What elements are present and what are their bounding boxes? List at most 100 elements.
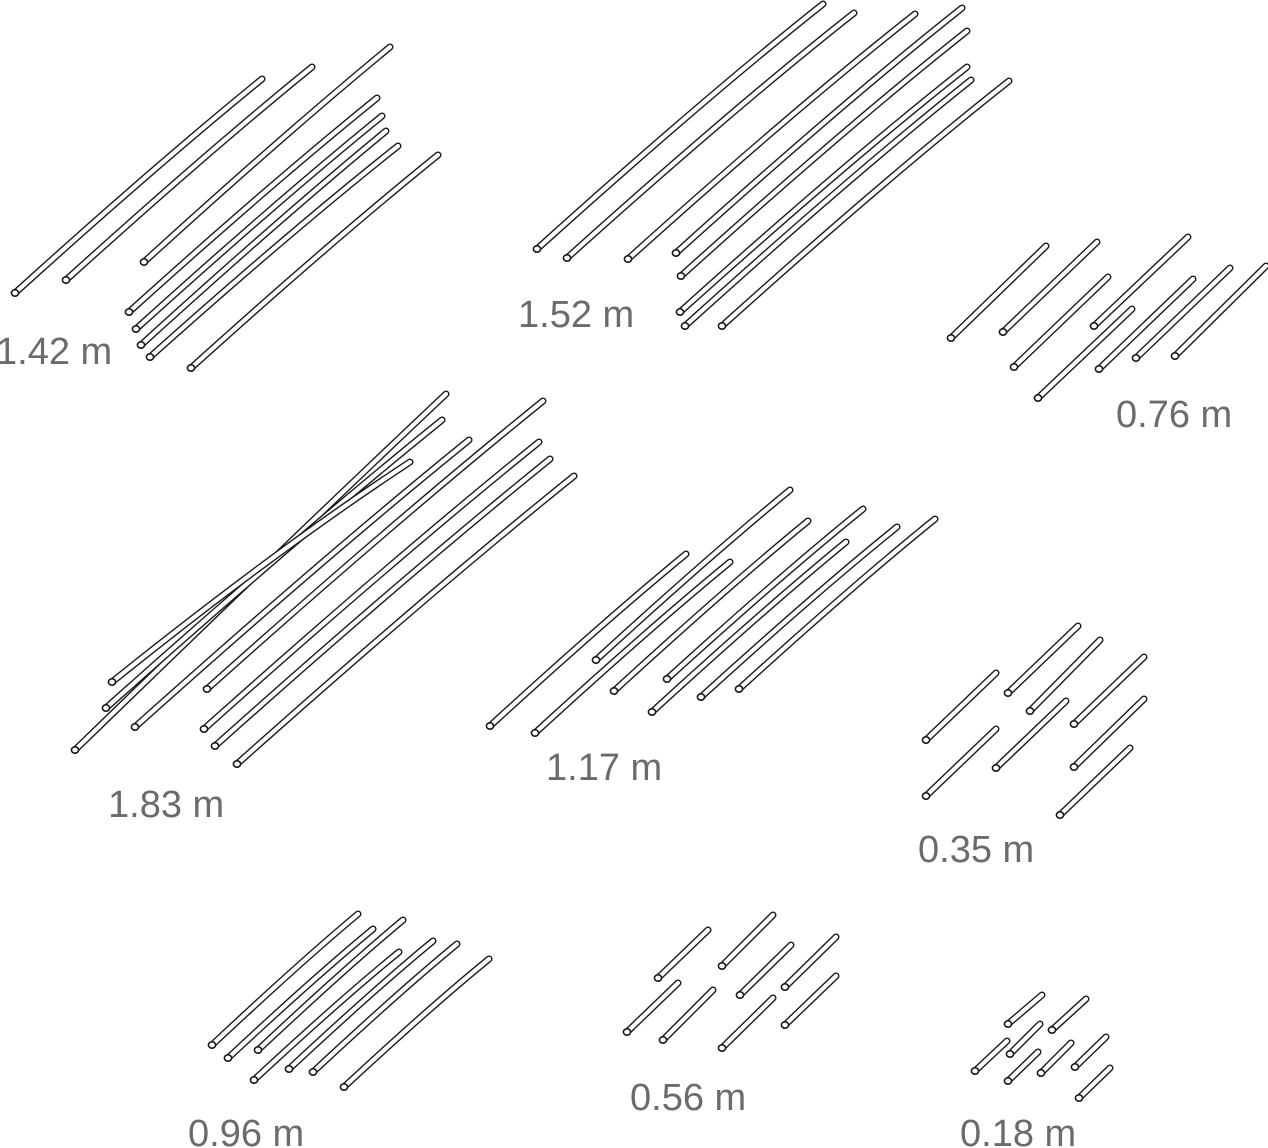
rod-body [286, 938, 436, 1072]
rod-body [234, 473, 577, 767]
rod-body [132, 437, 472, 730]
rod-end-cap [676, 271, 686, 280]
rod-body [682, 77, 974, 329]
rod-end-cap [658, 1036, 668, 1045]
rod-group-1-83-m [70, 390, 578, 768]
rod-body [660, 987, 716, 1043]
rod-body [593, 487, 793, 663]
rod-body [782, 934, 839, 990]
label-0-76-m: 0.76 m [1116, 394, 1232, 436]
rod-body [204, 398, 546, 692]
rod-groups [10, 0, 1268, 1103]
rod-group-1-52-m [532, 0, 1013, 330]
rod-end-cap [1003, 1077, 1013, 1086]
rod-body [624, 980, 681, 1035]
rod-end-cap [532, 245, 542, 254]
rod-group-0-76-m [946, 233, 1268, 402]
rod-body [972, 1038, 1010, 1074]
label-0-35-m: 0.35 m [918, 829, 1034, 871]
rod-end-cap [1089, 321, 1099, 330]
rod-end-cap [1033, 393, 1043, 402]
rod-end-cap [107, 677, 117, 686]
rod-body [677, 64, 970, 315]
rod-end-cap [1069, 719, 1079, 728]
rod-end-cap [696, 692, 706, 701]
rod-end-cap [991, 763, 1001, 772]
rod-end-cap [308, 1068, 318, 1077]
rod-end-cap [124, 307, 134, 316]
rod-body [611, 518, 811, 694]
rod-body [1035, 306, 1135, 401]
rod-end-cap [1131, 353, 1141, 362]
rod-body [147, 143, 401, 360]
rod-end-cap [207, 1041, 217, 1050]
rod-body [719, 995, 776, 1051]
rod-body [1071, 696, 1147, 770]
rod-end-cap [780, 982, 790, 991]
rod-body [1038, 1040, 1074, 1076]
rod-end-cap [609, 686, 619, 695]
rod-end-cap [70, 745, 80, 754]
rod-end-cap [199, 724, 209, 733]
rod-end-cap [136, 340, 146, 349]
label-1-42-m: 1.42 m [0, 331, 112, 373]
rod-body [655, 927, 711, 981]
rod-body [138, 128, 389, 348]
rod-body [719, 912, 776, 969]
rod-end-cap [131, 324, 141, 333]
rod-end-cap [1047, 1026, 1057, 1035]
rod-body [1072, 1034, 1109, 1070]
rod-group-1-42-m [10, 43, 442, 372]
rod-end-cap [734, 684, 744, 693]
rod-end-cap [653, 973, 663, 982]
rod-body [673, 5, 965, 256]
rod-body [1011, 274, 1111, 370]
rod-body [1091, 234, 1191, 329]
rod-end-cap [970, 1067, 980, 1076]
rod-end-cap [1003, 688, 1013, 697]
rod-body [310, 941, 460, 1075]
rod-body [923, 670, 999, 743]
rod-body [649, 539, 849, 715]
rod-group-1-17-m [485, 486, 939, 737]
rod-body [948, 243, 1049, 341]
rod-group-0-18-m [970, 991, 1114, 1103]
rod-body [564, 10, 857, 261]
rod-end-cap [253, 1046, 263, 1055]
rod-body [719, 78, 1012, 329]
label-1-83-m: 1.83 m [108, 784, 224, 826]
label-0-56-m: 0.56 m [630, 1077, 746, 1119]
label-1-17-m: 1.17 m [546, 747, 662, 789]
rod-body [212, 456, 553, 749]
rod-body [736, 516, 938, 692]
rod-body [534, 1, 826, 252]
rod-body [782, 973, 839, 1028]
rod-end-cap [61, 275, 71, 284]
rod-end-cap [1025, 706, 1035, 715]
rod-end-cap [671, 249, 681, 258]
rod-body [1005, 1049, 1041, 1084]
rod-end-cap [946, 333, 956, 342]
rod-body [1071, 654, 1147, 727]
rod-body [487, 551, 689, 729]
rod-body [141, 44, 393, 265]
rod-body [341, 956, 492, 1090]
rod-body [1096, 276, 1196, 372]
rod-body [625, 11, 918, 262]
rod-body [1057, 745, 1133, 818]
rod-end-cap [717, 961, 727, 970]
rod-body [188, 152, 441, 371]
rod-end-cap [1003, 1019, 1013, 1028]
rod-end-cap [339, 1083, 349, 1092]
label-1-52-m: 1.52 m [518, 294, 634, 336]
rod-end-cap [485, 721, 495, 730]
rod-end-cap [662, 674, 672, 683]
rod-end-cap [675, 307, 685, 316]
rod-end-cap [1036, 1069, 1046, 1078]
rod-body [698, 524, 900, 700]
rod-end-cap [1055, 810, 1065, 819]
rod-end-cap [1170, 351, 1180, 360]
rod-body [133, 113, 385, 332]
rod-end-cap [717, 321, 727, 330]
